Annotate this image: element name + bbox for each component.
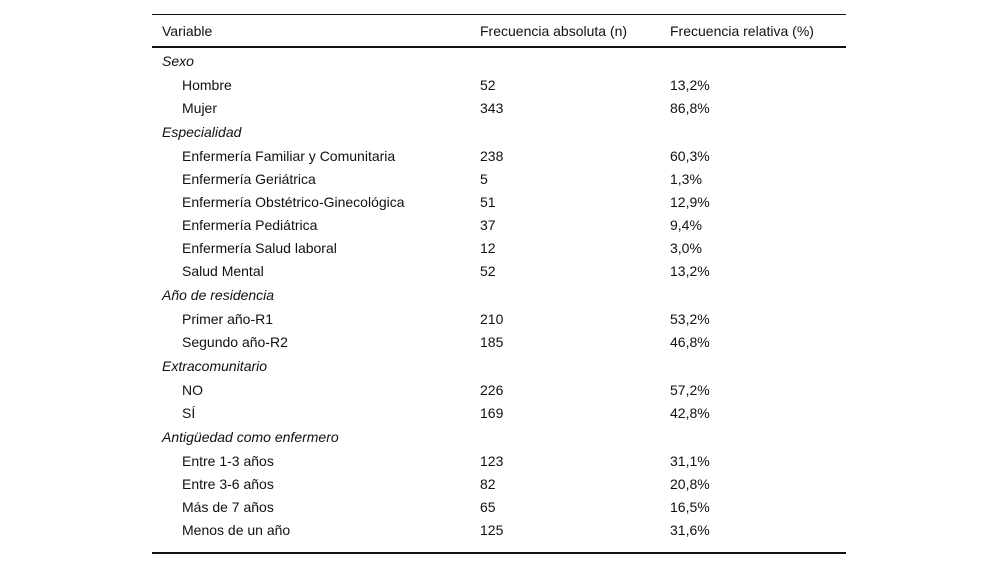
absolute-frequency-cell: 210 — [480, 310, 504, 327]
variable-cell: Mujer — [182, 99, 218, 116]
absolute-frequency-cell: 185 — [480, 333, 504, 350]
section-label: Extracomunitario — [162, 357, 268, 374]
table-row: Enfermería Pediátrica 37 9,4% — [152, 213, 846, 236]
relative-frequency-cell: 60,3% — [670, 147, 710, 164]
table-row: Mujer 343 86,8% — [152, 96, 846, 119]
variable-cell: NO — [182, 381, 203, 398]
variable-cell: SÍ — [182, 404, 196, 421]
table-row: NO 226 57,2% — [152, 378, 846, 401]
absolute-frequency-cell: 343 — [480, 99, 504, 116]
absolute-frequency-cell: 226 — [480, 381, 504, 398]
table-row: Primer año-R1 210 53,2% — [152, 307, 846, 330]
variable-cell: Hombre — [182, 76, 232, 93]
section-header-row: Antigüedad como enfermero — [152, 424, 846, 449]
section-header-row: Especialidad — [152, 119, 846, 144]
section-label: Antigüedad como enfermero — [162, 428, 339, 445]
absolute-frequency-cell: 169 — [480, 404, 504, 421]
relative-frequency-cell: 42,8% — [670, 404, 710, 421]
section-label: Especialidad — [162, 123, 242, 140]
variable-cell: Enfermería Obstétrico-Ginecológica — [182, 193, 405, 210]
variable-cell: Entre 3-6 años — [182, 475, 274, 492]
relative-frequency-cell: 16,5% — [670, 498, 710, 515]
column-header-relative-frequency: Frecuencia relativa (%) — [670, 22, 814, 39]
relative-frequency-cell: 31,6% — [670, 521, 710, 538]
variable-cell: Primer año-R1 — [182, 310, 274, 327]
relative-frequency-cell: 1,3% — [670, 170, 702, 187]
absolute-frequency-cell: 12 — [480, 239, 496, 256]
absolute-frequency-cell: 123 — [480, 452, 504, 469]
table-row: Menos de un año 125 31,6% — [152, 518, 846, 541]
absolute-frequency-cell: 5 — [480, 170, 488, 187]
variable-cell: Enfermería Salud laboral — [182, 239, 337, 256]
table-row: Salud Mental 52 13,2% — [152, 259, 846, 282]
relative-frequency-cell: 53,2% — [670, 310, 710, 327]
absolute-frequency-cell: 125 — [480, 521, 504, 538]
section-header-row: Sexo — [152, 48, 846, 73]
variable-cell: Segundo año-R2 — [182, 333, 288, 350]
section-header-row: Año de residencia — [152, 282, 846, 307]
table-row: Enfermería Familiar y Comunitaria 238 60,3… — [152, 144, 846, 167]
relative-frequency-cell: 13,2% — [670, 76, 710, 93]
table-row: Enfermería Geriátrica 5 1,3% — [152, 167, 846, 190]
variable-cell: Enfermería Pediátrica — [182, 216, 318, 233]
absolute-frequency-cell: 51 — [480, 193, 496, 210]
relative-frequency-cell: 20,8% — [670, 475, 710, 492]
absolute-frequency-cell: 82 — [480, 475, 496, 492]
table-row: Entre 3-6 años 82 20,8% — [152, 472, 846, 495]
table-row: Hombre 52 13,2% — [152, 73, 846, 96]
relative-frequency-cell: 13,2% — [670, 262, 710, 279]
variable-cell: Enfermería Geriátrica — [182, 170, 316, 187]
table-row: SÍ 169 42,8% — [152, 401, 846, 424]
relative-frequency-cell: 86,8% — [670, 99, 710, 116]
absolute-frequency-cell: 238 — [480, 147, 504, 164]
table-header-row: Variable Frecuencia absoluta (n) Frecuen… — [152, 15, 846, 48]
table-row: Enfermería Obstétrico-Ginecológica 51 12,9… — [152, 190, 846, 213]
section-label: Sexo — [162, 52, 194, 69]
relative-frequency-cell: 31,1% — [670, 452, 710, 469]
variable-cell: Salud Mental — [182, 262, 264, 279]
variable-cell: Más de 7 años — [182, 498, 274, 515]
variable-cell: Entre 1-3 años — [182, 452, 274, 469]
table-body: Sexo Hombre 52 13,2% Mujer 343 86,8% Especialid… — [152, 48, 846, 552]
relative-frequency-cell: 57,2% — [670, 381, 710, 398]
column-header-variable: Variable — [162, 22, 213, 39]
relative-frequency-cell: 3,0% — [670, 239, 702, 256]
table-row: Más de 7 años 65 16,5% — [152, 495, 846, 518]
section-header-row: Extracomunitario — [152, 353, 846, 378]
table-row: Entre 1-3 años 123 31,1% — [152, 449, 846, 472]
table-row: Segundo año-R2 185 46,8% — [152, 330, 846, 353]
absolute-frequency-cell: 65 — [480, 498, 496, 515]
absolute-frequency-cell: 52 — [480, 76, 496, 93]
variable-cell: Menos de un año — [182, 521, 291, 538]
relative-frequency-cell: 12,9% — [670, 193, 710, 210]
section-label: Año de residencia — [162, 286, 275, 303]
relative-frequency-cell: 9,4% — [670, 216, 702, 233]
absolute-frequency-cell: 52 — [480, 262, 496, 279]
column-header-absolute-frequency: Frecuencia absoluta (n) — [480, 22, 628, 39]
frequency-table: Variable Frecuencia absoluta (n) Frecuen… — [152, 14, 846, 554]
variable-cell: Enfermería Familiar y Comunitaria — [182, 147, 396, 164]
relative-frequency-cell: 46,8% — [670, 333, 710, 350]
table-row: Enfermería Salud laboral 12 3,0% — [152, 236, 846, 259]
absolute-frequency-cell: 37 — [480, 216, 496, 233]
